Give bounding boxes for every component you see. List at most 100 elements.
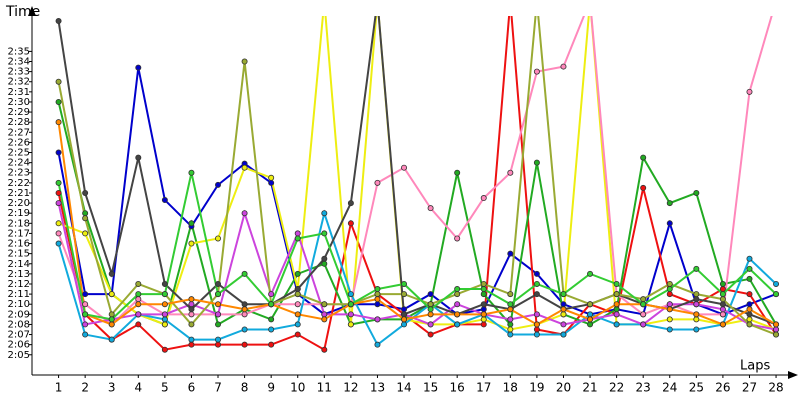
y-tick-label: 2:22 xyxy=(8,178,30,189)
x-tick-label: 9 xyxy=(267,381,275,395)
point xyxy=(215,291,222,298)
point xyxy=(693,265,700,272)
x-tick-label: 16 xyxy=(450,381,465,395)
point xyxy=(55,18,62,25)
x-tick-label: 17 xyxy=(476,381,491,395)
point xyxy=(374,296,381,303)
point xyxy=(533,311,540,318)
x-tick-label: 22 xyxy=(609,381,624,395)
point xyxy=(693,316,700,323)
point xyxy=(374,316,381,323)
point xyxy=(215,311,222,318)
point xyxy=(480,321,487,328)
point xyxy=(294,291,301,298)
point xyxy=(560,306,567,313)
point xyxy=(55,179,62,186)
point xyxy=(401,164,408,171)
point xyxy=(188,336,195,343)
point xyxy=(613,321,620,328)
point xyxy=(533,291,540,298)
point xyxy=(294,301,301,308)
y-tick-label: 2:12 xyxy=(8,279,30,290)
y-tick-label: 2:30 xyxy=(8,97,30,108)
point xyxy=(719,311,726,318)
point xyxy=(401,306,408,313)
point xyxy=(746,311,753,318)
point xyxy=(719,296,726,303)
point xyxy=(666,220,673,227)
x-tick-label: 28 xyxy=(768,381,783,395)
point xyxy=(188,296,195,303)
point xyxy=(374,291,381,298)
point xyxy=(507,291,514,298)
point xyxy=(135,154,142,161)
point xyxy=(374,179,381,186)
point xyxy=(560,321,567,328)
point xyxy=(613,311,620,318)
y-axis-label: Time xyxy=(5,4,40,20)
point xyxy=(719,280,726,287)
point xyxy=(55,78,62,85)
y-tick-label: 2:13 xyxy=(8,269,30,280)
point xyxy=(55,240,62,247)
plot-area xyxy=(55,0,780,353)
y-tick-label: 2:35 xyxy=(8,46,30,57)
point xyxy=(215,181,222,188)
point xyxy=(347,321,354,328)
point xyxy=(533,270,540,277)
x-tick-label: 25 xyxy=(689,381,704,395)
point xyxy=(533,159,540,166)
point xyxy=(640,154,647,161)
point xyxy=(241,301,248,308)
x-tick-label: 5 xyxy=(161,381,169,395)
y-tick-label: 2:31 xyxy=(8,87,30,98)
point xyxy=(427,301,434,308)
x-tick-label: 8 xyxy=(241,381,249,395)
point xyxy=(215,341,222,348)
point xyxy=(108,321,115,328)
point xyxy=(294,311,301,318)
point xyxy=(507,306,514,313)
point xyxy=(773,321,780,328)
point xyxy=(321,316,328,323)
point xyxy=(560,63,567,70)
series-line xyxy=(57,122,777,326)
point xyxy=(347,311,354,318)
point xyxy=(480,301,487,308)
point xyxy=(666,326,673,333)
x-tick-label: 4 xyxy=(134,381,142,395)
y-tick-label: 2:29 xyxy=(8,107,30,118)
y-tick-label: 2:11 xyxy=(8,289,30,300)
point xyxy=(693,296,700,303)
point xyxy=(294,331,301,338)
x-tick-label: 7 xyxy=(214,381,222,395)
point xyxy=(666,301,673,308)
point xyxy=(640,296,647,303)
y-tick-label: 2:06 xyxy=(8,340,30,351)
point xyxy=(560,301,567,308)
point xyxy=(108,291,115,298)
point xyxy=(55,200,62,207)
point xyxy=(427,311,434,318)
point xyxy=(347,301,354,308)
point xyxy=(55,98,62,105)
point xyxy=(587,321,594,328)
point xyxy=(480,306,487,313)
point xyxy=(746,88,753,95)
point xyxy=(268,326,275,333)
point xyxy=(241,306,248,313)
point xyxy=(587,316,594,323)
point xyxy=(322,0,327,3)
y-tick-label: 2:32 xyxy=(8,77,30,88)
point xyxy=(241,58,248,65)
point xyxy=(533,68,540,75)
point xyxy=(294,230,301,237)
series-line xyxy=(58,16,777,331)
point xyxy=(719,306,726,313)
series-line xyxy=(57,172,777,321)
point xyxy=(427,291,434,298)
x-tick-label: 14 xyxy=(396,381,411,395)
series-line xyxy=(57,16,777,326)
point xyxy=(507,316,514,323)
y-tick-label: 2:21 xyxy=(8,188,30,199)
